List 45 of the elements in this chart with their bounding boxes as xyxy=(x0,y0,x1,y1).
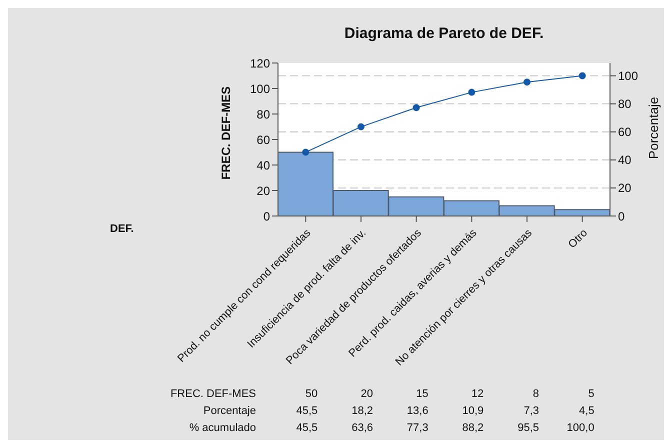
text: % acumulado xyxy=(189,422,256,434)
point xyxy=(578,72,586,80)
y2-axis-title: Porcentaje xyxy=(646,96,661,160)
y2-tick-label: 20 xyxy=(618,181,632,196)
y-tick-label: 80 xyxy=(256,107,270,122)
data-label: 12 xyxy=(471,388,484,400)
point xyxy=(358,123,364,130)
data-label: 50 xyxy=(305,388,318,400)
y2-tick-label: 100 xyxy=(618,69,638,84)
point xyxy=(468,88,476,96)
x-tick-label: Otro xyxy=(566,227,590,251)
y-tick-label: 20 xyxy=(256,184,270,198)
point xyxy=(302,148,310,156)
data-label: 20 xyxy=(360,388,373,400)
text: FREC. DEF-MES xyxy=(170,388,256,400)
data-label: 5 xyxy=(588,388,594,400)
data-label: 63,6 xyxy=(352,422,373,434)
text: Porcentaje xyxy=(203,405,256,417)
text: 7,3 xyxy=(524,405,539,417)
y-tick-label: 0 xyxy=(263,209,270,224)
data-label: 95,5 xyxy=(518,422,539,434)
y2-tick-label: 80 xyxy=(618,97,632,112)
text: 13,6 xyxy=(406,405,428,417)
data-label: 8 xyxy=(532,388,539,400)
y2-tick-label: 60 xyxy=(618,125,632,140)
y-tick-label: 40 xyxy=(256,158,270,172)
data-label: 45,5 xyxy=(296,422,318,434)
data-label: 77,3 xyxy=(406,422,428,434)
y-axis-title: FREC. DEF-MES xyxy=(219,86,233,180)
chart-title: Diagrama de Pareto de DEF. xyxy=(344,25,544,42)
data-label: 100,0 xyxy=(566,422,594,434)
point xyxy=(524,78,530,86)
text: 10,9 xyxy=(462,405,484,417)
y2-tick-label: 0 xyxy=(618,209,625,224)
text: 45,5 xyxy=(296,405,318,417)
text: 18,2 xyxy=(352,405,373,417)
y-tick-label: 60 xyxy=(256,132,270,147)
y-tick-label: 120 xyxy=(250,56,270,70)
x-axis-title: DEF. xyxy=(110,223,134,235)
data-label: 88,2 xyxy=(462,422,484,434)
text: 4,5 xyxy=(579,405,594,417)
y-tick-label: 100 xyxy=(250,82,270,96)
point xyxy=(412,104,420,112)
data-label: 15 xyxy=(416,388,428,400)
y2-tick-label: 40 xyxy=(618,153,632,168)
